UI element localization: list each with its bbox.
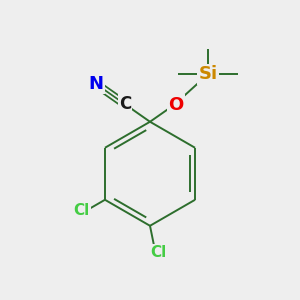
Text: O: O	[168, 96, 184, 114]
Text: Cl: Cl	[150, 245, 166, 260]
Text: C: C	[119, 94, 131, 112]
Text: N: N	[89, 75, 104, 93]
Text: Si: Si	[198, 65, 218, 83]
Text: Cl: Cl	[74, 203, 90, 218]
